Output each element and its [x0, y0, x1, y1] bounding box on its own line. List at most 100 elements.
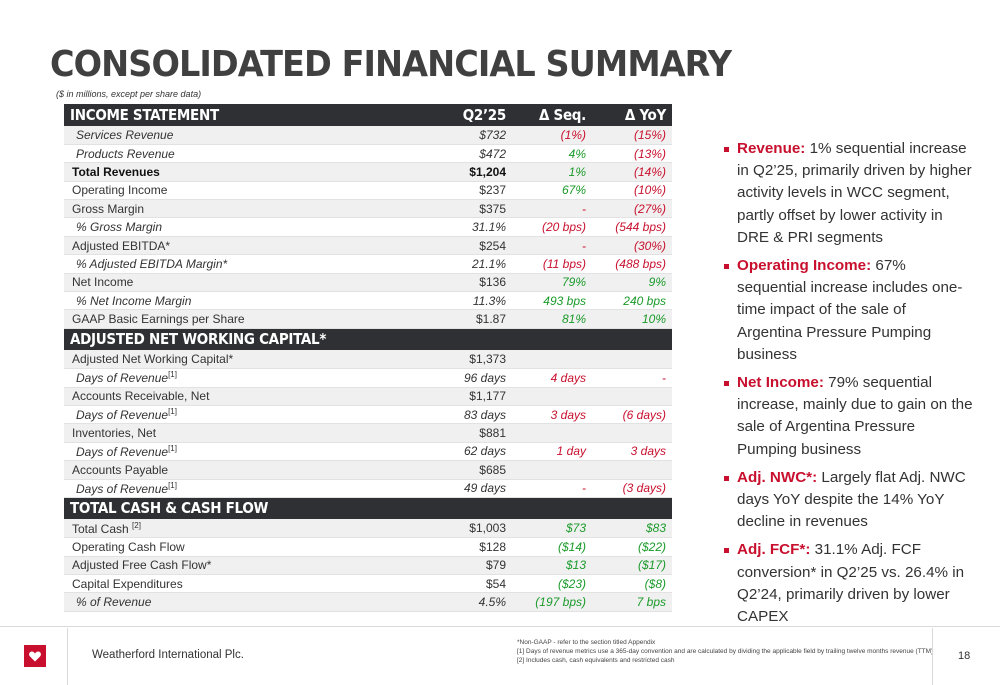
footer-vertical-divider	[932, 628, 933, 685]
yoy-change: (27%)	[633, 201, 666, 216]
yoy-change	[592, 461, 672, 479]
row-label-text: Adjusted Net Working Capital*	[72, 352, 234, 367]
row-label: % Net Income Margin	[64, 292, 364, 310]
row-label-text: GAAP Basic Earnings per Share	[72, 312, 245, 327]
square-bullet-icon	[724, 475, 729, 481]
seq-change: 4%	[568, 146, 586, 161]
commentary-bullets: Revenue: 1% sequential increase in Q2’25…	[724, 138, 974, 634]
row-label-text: Days of Revenue	[76, 444, 169, 459]
seq-change: 4 days	[550, 370, 586, 385]
seq-change: -	[582, 238, 586, 253]
yoy-change: (15%)	[633, 127, 666, 142]
footnote-item: *Non-GAAP - refer to the section titled …	[517, 639, 656, 646]
bullet-text: 79% sequential increase, mainly due to g…	[737, 374, 973, 458]
q2-value: 31.1%	[471, 220, 506, 235]
section-title: ADJUSTED NET WORKING CAPITAL*	[64, 328, 364, 351]
q2-value: 83 days	[463, 407, 506, 422]
seq-change: -	[582, 481, 586, 496]
row-label: Total Cash [2]	[64, 519, 364, 537]
q2-value: $54	[485, 576, 506, 591]
column-header: Δ YoY	[592, 104, 672, 126]
seq-change: (11 bps)	[542, 256, 586, 271]
table-row: Total Cash [2] $1,003 $73 $83	[64, 519, 672, 538]
table-row: Adjusted Net Working Capital* $1,373	[64, 350, 672, 369]
yoy-change: (13%)	[633, 146, 666, 161]
bullet-lead: Operating Income:	[737, 257, 872, 275]
table-row: Adjusted Free Cash Flow* $79 $13 ($17)	[64, 556, 672, 575]
row-label-text: % of Revenue	[76, 595, 152, 610]
commentary-bullet: Adj. FCF*: 31.1% Adj. FCF conversion* in…	[724, 539, 974, 628]
seq-change: 81%	[561, 312, 586, 327]
row-label: GAAP Basic Earnings per Share	[64, 310, 364, 328]
row-label-text: % Gross Margin	[76, 220, 163, 235]
row-label-text: Adjusted Free Cash Flow*	[72, 558, 212, 573]
seq-change: 3 days	[550, 407, 586, 422]
q2-value: $1.87	[475, 312, 506, 327]
commentary-bullet: Operating Income: 67% sequential increas…	[724, 255, 974, 366]
row-label: Accounts Receivable, Net	[64, 387, 364, 405]
row-label: Adjusted Free Cash Flow*	[64, 556, 364, 574]
table-row: Accounts Payable $685	[64, 460, 672, 480]
row-label: Accounts Payable	[64, 461, 364, 479]
seq-change: ($14)	[557, 540, 586, 554]
yoy-change: 7 bps	[636, 595, 666, 610]
footnote-ref: [1]	[168, 407, 177, 417]
row-label: Net Income	[64, 273, 364, 291]
table-row: GAAP Basic Earnings per Share $1.87 81% 10%	[64, 309, 672, 329]
yoy-change: (30%)	[633, 238, 666, 253]
q2-value: $881	[479, 426, 506, 441]
yoy-change: 10%	[641, 312, 666, 327]
seq-change: 493 bps	[543, 293, 586, 308]
yoy-change: 240 bps	[623, 293, 666, 308]
yoy-change: ($22)	[637, 540, 666, 554]
bullet-text: 31.1% Adj. FCF conversion* in Q2’25 vs. …	[737, 541, 965, 626]
yoy-change: 9%	[648, 275, 666, 290]
seq-change	[512, 387, 592, 405]
q2-value: 49 days	[463, 481, 506, 496]
yoy-change: (3 days)	[622, 481, 666, 496]
yoy-change: (10%)	[633, 183, 666, 198]
bullet-lead: Adj. FCF*:	[737, 541, 811, 559]
commentary-bullet: Revenue: 1% sequential increase in Q2’25…	[724, 138, 974, 249]
q2-value: 96 days	[463, 370, 506, 385]
header-spacer	[364, 497, 512, 520]
yoy-change: (14%)	[633, 164, 666, 179]
header-spacer	[592, 497, 672, 520]
row-label: Products Revenue	[64, 144, 364, 162]
q2-value: $136	[479, 275, 506, 290]
header-spacer	[592, 328, 672, 351]
row-label: Operating Cash Flow	[64, 538, 364, 556]
q2-value: $1,003	[469, 521, 506, 536]
bullet-lead: Revenue:	[737, 140, 806, 157]
row-label: Operating Income	[64, 181, 364, 199]
footer-divider	[0, 626, 1000, 627]
q2-value: $1,204	[469, 164, 506, 179]
heart-logo-icon	[24, 645, 46, 667]
yoy-change: (6 days)	[622, 407, 666, 422]
seq-change: (20 bps)	[541, 220, 586, 235]
yoy-change	[592, 350, 672, 368]
seq-change: 67%	[561, 183, 586, 198]
yoy-change: (488 bps)	[615, 256, 666, 271]
q2-value: $375	[479, 201, 506, 216]
q2-value: 11.3%	[472, 293, 506, 308]
row-label: Gross Margin	[64, 200, 364, 218]
row-label-text: Accounts Payable	[72, 462, 169, 477]
row-label: Inventories, Net	[64, 424, 364, 442]
row-label: % of Revenue	[64, 593, 364, 611]
bullet-lead: Net Income:	[737, 374, 824, 392]
bullet-text: 1% sequential increase in Q2’25, primari…	[737, 140, 972, 246]
row-label-text: Days of Revenue	[76, 408, 169, 423]
row-label: Total Revenues	[64, 163, 364, 181]
units-subtitle: ($ in millions, except per share data)	[56, 89, 202, 99]
yoy-change: -	[662, 370, 666, 385]
table-row: Operating Cash Flow $128 ($14) ($22)	[64, 538, 672, 557]
q2-value: 21.1%	[471, 256, 506, 271]
row-label-text: Days of Revenue	[76, 371, 169, 386]
seq-change	[512, 461, 592, 479]
row-label-text: Accounts Receivable, Net	[72, 389, 210, 404]
footnotes: *Non-GAAP - refer to the section titled …	[517, 638, 933, 665]
q2-value: 4.5%	[478, 595, 506, 610]
q2-value: $128	[479, 540, 506, 554]
page-number: 18	[958, 650, 971, 662]
